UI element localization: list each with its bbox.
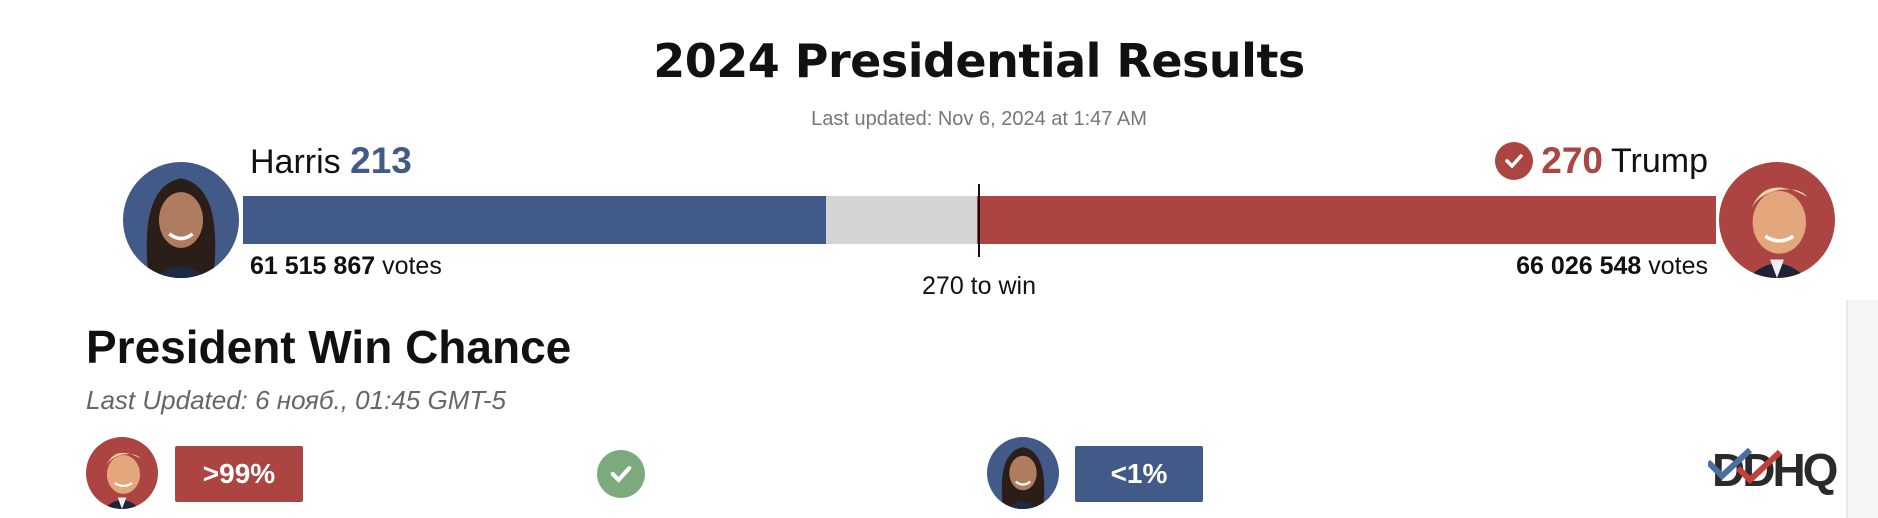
check-circle-icon xyxy=(1495,142,1534,180)
electoral-bar xyxy=(243,196,1716,244)
threshold-label: 270 to win xyxy=(922,272,1036,300)
trump-chance-badge: >99% xyxy=(175,446,303,502)
harris-chance-badge: <1% xyxy=(1075,446,1203,502)
trump-name: Trump xyxy=(1611,141,1708,180)
harris-avatar xyxy=(123,162,239,278)
harris-name: Harris xyxy=(250,143,341,181)
trump-avatar xyxy=(1719,162,1835,278)
win-threshold-line xyxy=(978,184,980,257)
harris-header: Harris 213 xyxy=(250,140,412,182)
trump-votes-label: votes xyxy=(1648,252,1708,280)
harris-votes-number: 61 515 867 xyxy=(250,252,376,280)
last-updated: Last updated: Nov 6, 2024 at 1:47 AM xyxy=(811,108,1147,130)
trump-bar-segment xyxy=(976,196,1716,244)
trump-header: 270 Trump xyxy=(1495,140,1708,182)
harris-popular-votes: 61 515 867 votes xyxy=(250,252,442,281)
harris-votes-label: votes xyxy=(382,252,442,280)
trump-popular-votes: 66 026 548 votes xyxy=(1516,252,1708,281)
win-chance-updated: Last Updated: 6 нояб., 01:45 GMT-5 xyxy=(86,385,506,415)
harris-bar-segment xyxy=(243,196,827,244)
trump-electoral-votes: 270 xyxy=(1541,140,1604,181)
green-check-icon xyxy=(597,450,645,498)
trump-votes-number: 66 026 548 xyxy=(1516,252,1642,280)
harris-electoral-votes: 213 xyxy=(350,140,412,181)
harris-small-avatar xyxy=(987,437,1059,509)
trump-small-avatar xyxy=(86,437,158,509)
scrollbar[interactable] xyxy=(1846,300,1878,518)
uncalled-bar-segment xyxy=(826,196,977,244)
page-title: 2024 Presidential Results xyxy=(653,34,1305,88)
ddhq-logo[interactable]: DDHQ xyxy=(1705,432,1848,496)
win-chance-title: President Win Chance xyxy=(86,321,572,373)
